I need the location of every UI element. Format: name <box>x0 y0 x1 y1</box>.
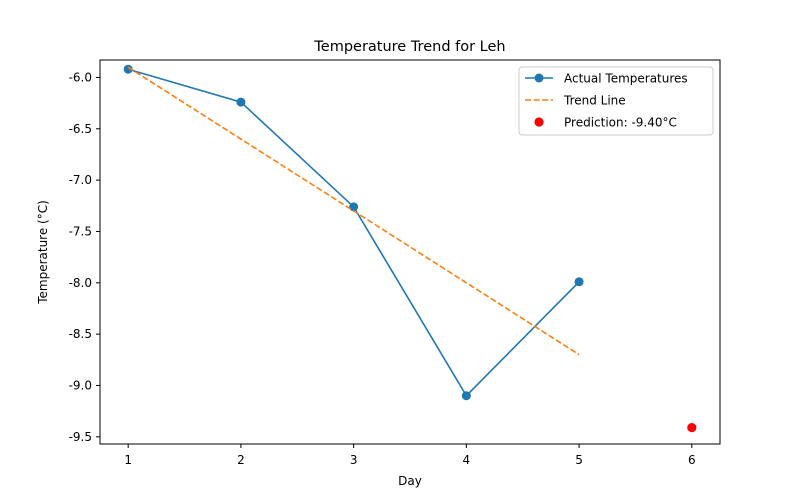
y-tick-label: -8.0 <box>69 276 92 290</box>
chart-title: Temperature Trend for Leh <box>313 39 505 55</box>
y-tick-label: -7.0 <box>69 173 92 187</box>
legend: Actual Temperatures Trend Line Prediction:… <box>518 66 714 136</box>
y-tick-label: -9.0 <box>69 378 92 392</box>
x-tick-label: 3 <box>350 453 358 467</box>
actual-temperatures-point <box>123 64 133 74</box>
x-axis-label: Day <box>398 474 422 488</box>
y-tick-label: -6.5 <box>69 122 92 136</box>
legend-label-actual-temperatures: Actual Temperatures <box>564 72 688 86</box>
prediction-point <box>687 422 697 433</box>
y-tick-label: -9.5 <box>69 430 92 444</box>
trend-line-series-line <box>127 66 580 356</box>
legend-box <box>518 66 714 136</box>
series-layer <box>123 64 697 433</box>
y-axis-label: Temperature (°C) <box>36 200 50 305</box>
x-tick-label: 5 <box>575 453 583 467</box>
x-tick-label: 2 <box>237 453 245 467</box>
legend-marker-actual-temperatures <box>534 73 544 83</box>
actual-temperatures-point <box>461 391 471 401</box>
x-tick-label: 6 <box>688 453 696 467</box>
y-tick-label: -8.5 <box>69 327 92 341</box>
y-tick-label: -7.5 <box>69 224 92 238</box>
legend-label-trend-line: Trend Line <box>563 94 626 108</box>
actual-temperatures-series-line <box>127 68 580 398</box>
y-tick-label: -6.0 <box>69 70 92 84</box>
y-axis-ticks: -6.0 -6.5 -7.0 -7.5 -8.0 -8.5 -9.0 -9.5 <box>69 70 100 444</box>
legend-label-prediction: Prediction: -9.40°C <box>564 116 677 130</box>
legend-swatch-prediction <box>534 117 544 127</box>
actual-temperatures-point <box>574 277 584 287</box>
actual-temperatures-point <box>236 97 246 107</box>
x-tick-label: 4 <box>463 453 471 467</box>
legend-entries: Actual Temperatures Trend Line Prediction:… <box>525 72 688 130</box>
x-tick-label: 1 <box>124 453 132 467</box>
plot-area-frame <box>99 59 721 445</box>
actual-temperatures-point <box>349 202 359 212</box>
x-axis-ticks: 1 2 3 4 5 6 <box>124 444 696 467</box>
